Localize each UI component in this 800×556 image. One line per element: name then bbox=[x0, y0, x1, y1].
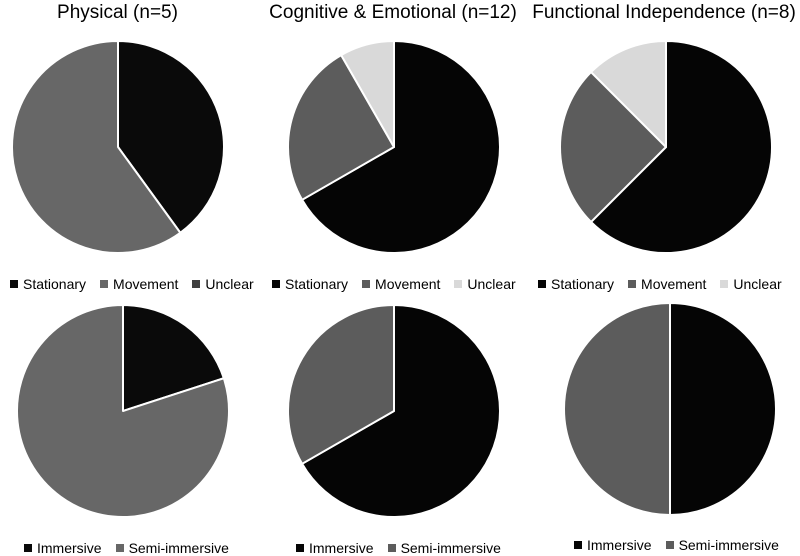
legend-label: Semi-immersive bbox=[128, 540, 229, 556]
legend-swatch bbox=[24, 544, 32, 552]
chart-legend: Stationary Movement Unclear bbox=[538, 276, 782, 292]
legend-swatch bbox=[387, 544, 396, 552]
legend-label: Immersive bbox=[37, 540, 102, 556]
legend-swatch bbox=[100, 280, 109, 288]
pie-slice-semi-immersive bbox=[16, 304, 230, 518]
legend-label: Movement bbox=[375, 276, 441, 292]
pie-chart-3 bbox=[559, 40, 773, 254]
legend-swatch bbox=[10, 280, 18, 288]
pie-slice-stationary bbox=[301, 40, 501, 254]
column-title-cognitive-emotional: Cognitive & Emotional (n=12) bbox=[269, 2, 517, 23]
legend-item-immersive: Immersive bbox=[574, 537, 652, 553]
pie-slice-immersive bbox=[301, 304, 501, 518]
legend-swatch bbox=[628, 280, 637, 288]
chart-legend: Stationary Movement Unclear bbox=[10, 276, 254, 292]
legend-item-stationary: Stationary bbox=[538, 276, 614, 292]
legend-label: Semi-immersive bbox=[678, 537, 779, 553]
pie-slice-unclear bbox=[590, 40, 667, 148]
pie-slice-movement bbox=[287, 54, 395, 201]
legend-item-stationary: Stationary bbox=[10, 276, 86, 292]
legend-label: Movement bbox=[113, 276, 179, 292]
pie-chart-5 bbox=[287, 304, 501, 518]
legend-label: Immersive bbox=[309, 540, 374, 556]
chart-legend: Immersive Semi-immersive bbox=[296, 540, 501, 556]
legend-swatch bbox=[362, 280, 371, 288]
legend-label: Unclear bbox=[733, 276, 782, 292]
chart-legend: Immersive Semi-immersive bbox=[574, 537, 779, 553]
pie-slice-semi-immersive bbox=[287, 304, 395, 465]
legend-item-unclear: Unclear bbox=[192, 276, 254, 292]
pie-slice-stationary bbox=[590, 40, 773, 254]
legend-item-stationary: Stationary bbox=[272, 276, 348, 292]
column-title-functional-independence: Functional Independence (n=8) bbox=[532, 2, 796, 23]
legend-item-movement: Movement bbox=[362, 276, 440, 292]
legend-item-unclear: Unclear bbox=[454, 276, 516, 292]
legend-label: Stationary bbox=[551, 276, 615, 292]
pie-slice-unclear bbox=[340, 40, 395, 148]
pie-chart-1 bbox=[11, 40, 225, 254]
chart-legend: Immersive Semi-immersive bbox=[24, 540, 229, 556]
legend-item-movement: Movement bbox=[100, 276, 178, 292]
pie-chart-4 bbox=[16, 304, 230, 518]
legend-swatch bbox=[665, 541, 674, 549]
legend-item-immersive: Immersive bbox=[24, 540, 102, 556]
legend-label: Unclear bbox=[467, 276, 516, 292]
legend-item-movement: Movement bbox=[628, 276, 706, 292]
legend-swatch bbox=[454, 280, 463, 288]
legend-label: Immersive bbox=[587, 537, 652, 553]
legend-label: Stationary bbox=[285, 276, 349, 292]
legend-label: Stationary bbox=[23, 276, 87, 292]
chart-legend: Stationary Movement Unclear bbox=[272, 276, 516, 292]
pie-chart-6 bbox=[563, 302, 777, 516]
legend-swatch bbox=[720, 280, 729, 288]
legend-item-unclear: Unclear bbox=[720, 276, 782, 292]
legend-swatch bbox=[192, 280, 201, 288]
legend-swatch bbox=[538, 280, 546, 288]
legend-label: Movement bbox=[641, 276, 707, 292]
pie-slice-movement bbox=[11, 40, 182, 254]
legend-label: Semi-immersive bbox=[400, 540, 501, 556]
pie-slice-stationary bbox=[117, 40, 225, 234]
legend-item-immersive: Immersive bbox=[296, 540, 374, 556]
column-title-physical: Physical (n=5) bbox=[57, 2, 178, 23]
pie-slice-semi-immersive bbox=[563, 302, 671, 516]
legend-item-semi-immersive: Semi-immersive bbox=[387, 540, 501, 556]
pie-slice-immersive bbox=[669, 302, 777, 516]
legend-label: Unclear bbox=[205, 276, 254, 292]
legend-swatch bbox=[574, 541, 582, 549]
pie-slice-movement bbox=[559, 71, 667, 223]
legend-swatch bbox=[296, 544, 304, 552]
legend-item-semi-immersive: Semi-immersive bbox=[665, 537, 779, 553]
pie-chart-2 bbox=[287, 40, 501, 254]
legend-swatch bbox=[115, 544, 124, 552]
legend-swatch bbox=[272, 280, 280, 288]
pie-slice-immersive bbox=[122, 304, 225, 412]
legend-item-semi-immersive: Semi-immersive bbox=[115, 540, 229, 556]
